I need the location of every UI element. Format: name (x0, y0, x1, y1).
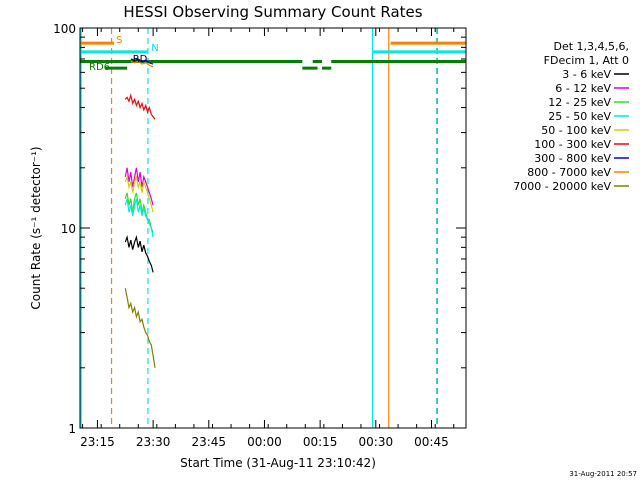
series-line-4 (124, 198, 154, 238)
series-line-0 (124, 93, 156, 120)
x-tick-label-3: 00:00 (247, 435, 282, 449)
y-tick-label-2: 100 (53, 22, 76, 36)
marker-label-rd6: RD6 (89, 62, 110, 73)
series-line-6 (124, 288, 156, 368)
x-tick-label-2: 23:45 (191, 435, 226, 449)
chart-title: HESSI Observing Summary Count Rates (123, 3, 422, 21)
timestamp: 31-Aug-2011 20:57 (569, 470, 637, 478)
legend-entry-label-8: 7000 - 20000 keV (513, 180, 611, 193)
x-tick-label-5: 00:30 (359, 435, 394, 449)
x-tick-label-0: 23:15 (80, 435, 115, 449)
y-tick-label-1: 10 (61, 222, 76, 236)
legend-entry-label-4: 50 - 100 keV (541, 124, 611, 137)
marker-label-s: S (116, 35, 122, 46)
plot-area: S N RD6 RD (80, 28, 466, 428)
series-line-3 (124, 192, 154, 233)
legend-entry-label-7: 800 - 7000 keV (527, 166, 611, 179)
x-tick-label-4: 00:15 (303, 435, 338, 449)
y-axis: 1 10 100 (53, 22, 466, 436)
legend-header-line-2: FDecim 1, Att 0 (544, 54, 629, 67)
marker-label-rd: RD (133, 54, 148, 65)
series-line-2 (124, 174, 154, 213)
legend-header-line-1: Det 1,3,4,5,6, (553, 40, 629, 53)
legend: Det 1,3,4,5,6, FDecim 1, Att 0 3 - 6 keV… (513, 40, 629, 193)
series-line-1 (124, 167, 154, 206)
plot-frame (79, 27, 467, 429)
legend-entry-label-3: 25 - 50 keV (548, 110, 611, 123)
legend-entry-label-1: 6 - 12 keV (555, 82, 611, 95)
marker-label-n: N (151, 43, 158, 54)
x-axis: 23:15 23:30 23:45 00:00 00:15 00:30 00:45 (80, 28, 455, 449)
x-tick-label-6: 00:45 (414, 435, 449, 449)
legend-entry-label-0: 3 - 6 keV (562, 68, 611, 81)
y-axis-label: Count Rate (s⁻¹ detector⁻¹) (29, 146, 43, 309)
legend-entry-label-5: 100 - 300 keV (534, 138, 611, 151)
x-axis-label: Start Time (31-Aug-11 23:10:42) (180, 456, 376, 470)
series-line-7 (130, 58, 154, 65)
legend-entry-label-2: 12 - 25 keV (548, 96, 611, 109)
y-tick-label-0: 1 (68, 422, 76, 436)
series-line-5 (124, 234, 154, 273)
legend-entry-label-6: 300 - 800 keV (534, 152, 611, 165)
x-tick-label-1: 23:30 (136, 435, 171, 449)
series-line-8 (130, 60, 154, 68)
